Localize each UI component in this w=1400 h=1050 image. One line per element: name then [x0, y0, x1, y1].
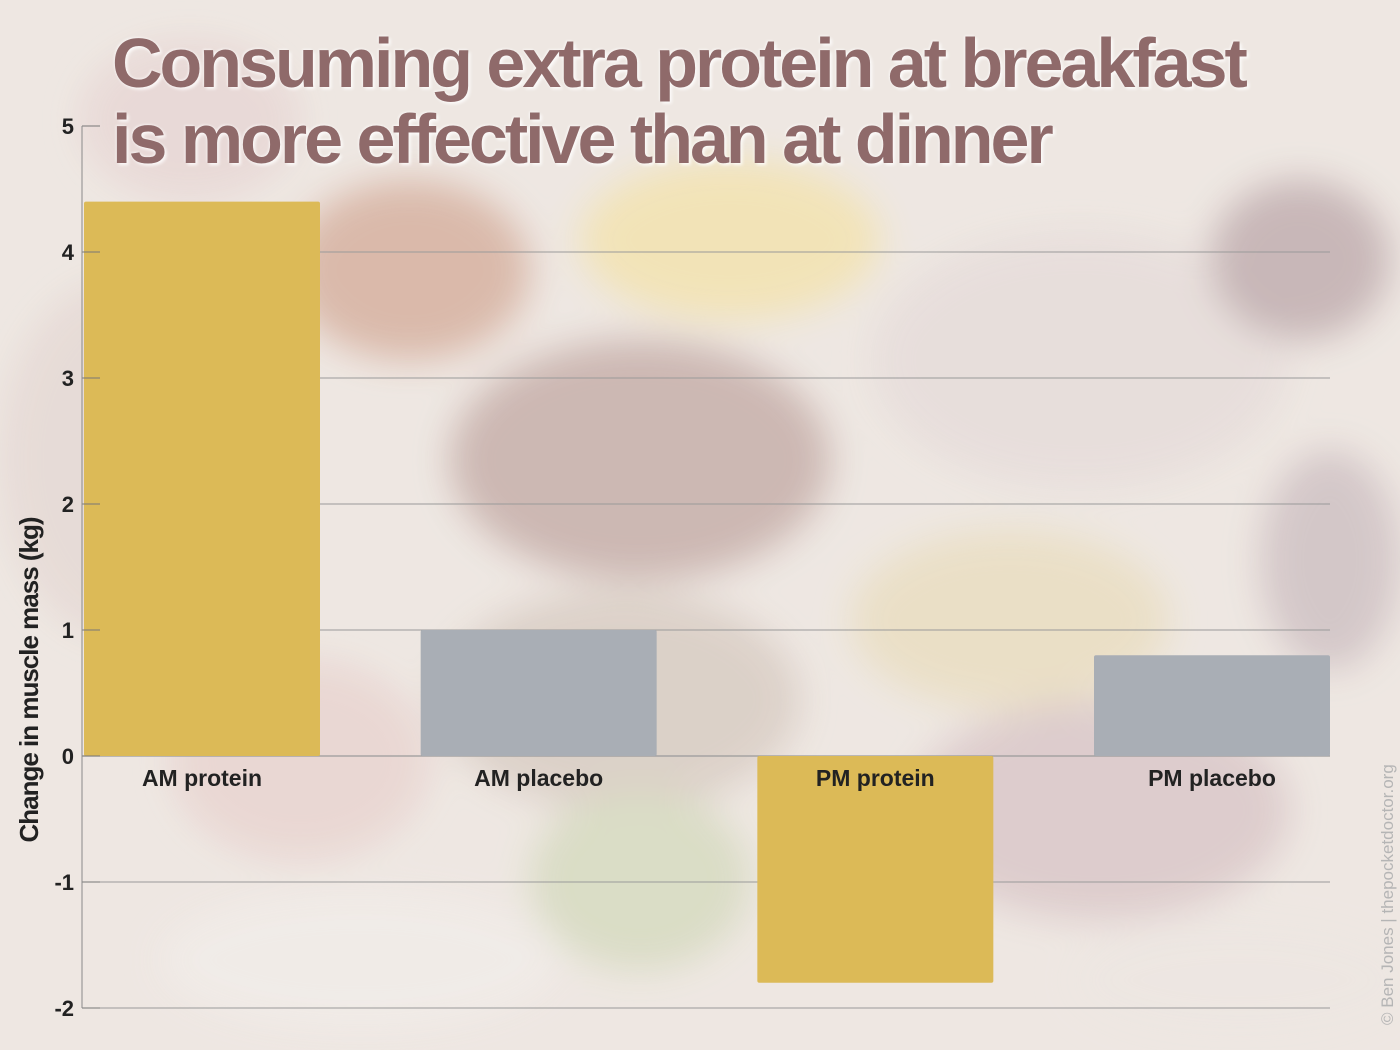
y-tick-label: 2 — [62, 492, 74, 517]
chart-title-line-1: Consuming extra protein at breakfast — [112, 24, 1248, 102]
y-axis-label: Change in muscle mass (kg) — [14, 517, 44, 842]
y-axis: 5 4 3 2 1 0 -1 -2 — [54, 114, 100, 1021]
y-tick-label: 3 — [62, 366, 74, 391]
category-label: AM protein — [142, 765, 262, 791]
bar-am-protein — [84, 201, 320, 757]
bar-pm-placebo — [1094, 655, 1330, 756]
y-tick-label: 1 — [62, 618, 74, 643]
category-label: PM protein — [816, 765, 935, 791]
category-labels: AM protein AM placebo PM protein PM placebo — [142, 765, 1276, 791]
y-tick-label: 4 — [62, 240, 75, 265]
copyright-credit: © Ben Jones | thepocketdoctor.org — [1378, 764, 1397, 1025]
y-tick-label: -2 — [54, 996, 74, 1021]
y-tick-label: -1 — [54, 870, 74, 895]
bar-pm-protein — [757, 756, 994, 983]
y-tick-label: 5 — [62, 114, 74, 139]
category-label: PM placebo — [1148, 765, 1276, 791]
y-tick-label: 0 — [62, 744, 74, 769]
category-label: AM placebo — [474, 765, 603, 791]
bars — [84, 201, 1330, 983]
bar-am-placebo — [420, 630, 657, 756]
chart-title-line-2: is more effective than at dinner — [112, 100, 1054, 178]
